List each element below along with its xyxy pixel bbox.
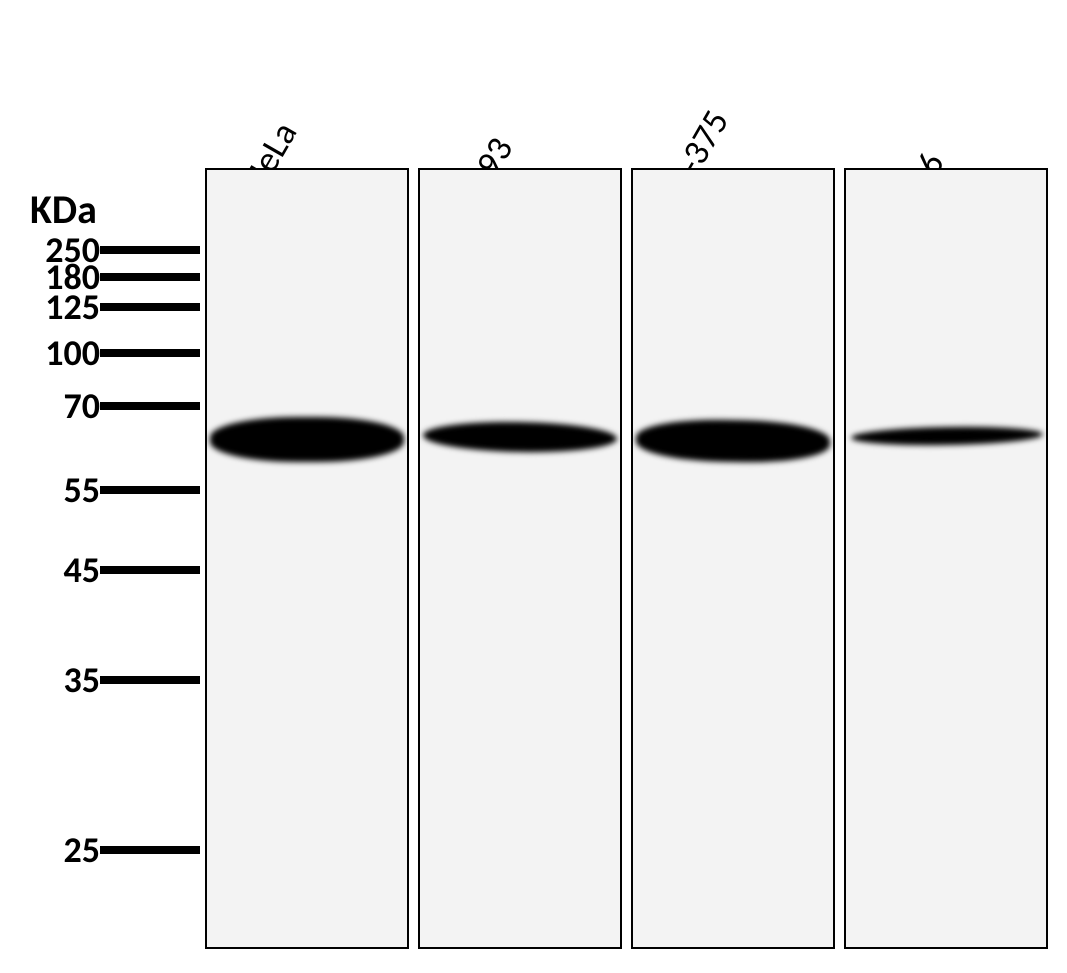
marker-tick bbox=[100, 486, 200, 494]
blot-band bbox=[636, 418, 830, 463]
marker-tick bbox=[100, 566, 200, 574]
lane bbox=[418, 168, 622, 949]
blot-band bbox=[851, 425, 1043, 446]
marker-label: 100 bbox=[45, 331, 100, 375]
marker-tick bbox=[100, 349, 200, 357]
marker-label: 125 bbox=[45, 285, 100, 329]
unit-label: KDa bbox=[30, 185, 97, 234]
marker-label: 25 bbox=[64, 828, 101, 872]
blot-band bbox=[210, 417, 404, 462]
marker-tick bbox=[100, 846, 200, 854]
blot-band bbox=[423, 420, 617, 453]
western-blot-figure: KDa 2501801251007055453525 HeLa293A-375C… bbox=[0, 0, 1067, 973]
lane bbox=[205, 168, 409, 949]
marker-tick bbox=[100, 303, 200, 311]
marker-tick bbox=[100, 402, 200, 410]
marker-tick bbox=[100, 246, 200, 254]
lane bbox=[844, 168, 1048, 949]
lane bbox=[631, 168, 835, 949]
marker-label: 35 bbox=[64, 658, 101, 702]
marker-tick bbox=[100, 676, 200, 684]
marker-label: 55 bbox=[64, 468, 101, 512]
marker-tick bbox=[100, 273, 200, 281]
marker-label: 70 bbox=[64, 384, 101, 428]
marker-label: 45 bbox=[64, 548, 101, 592]
